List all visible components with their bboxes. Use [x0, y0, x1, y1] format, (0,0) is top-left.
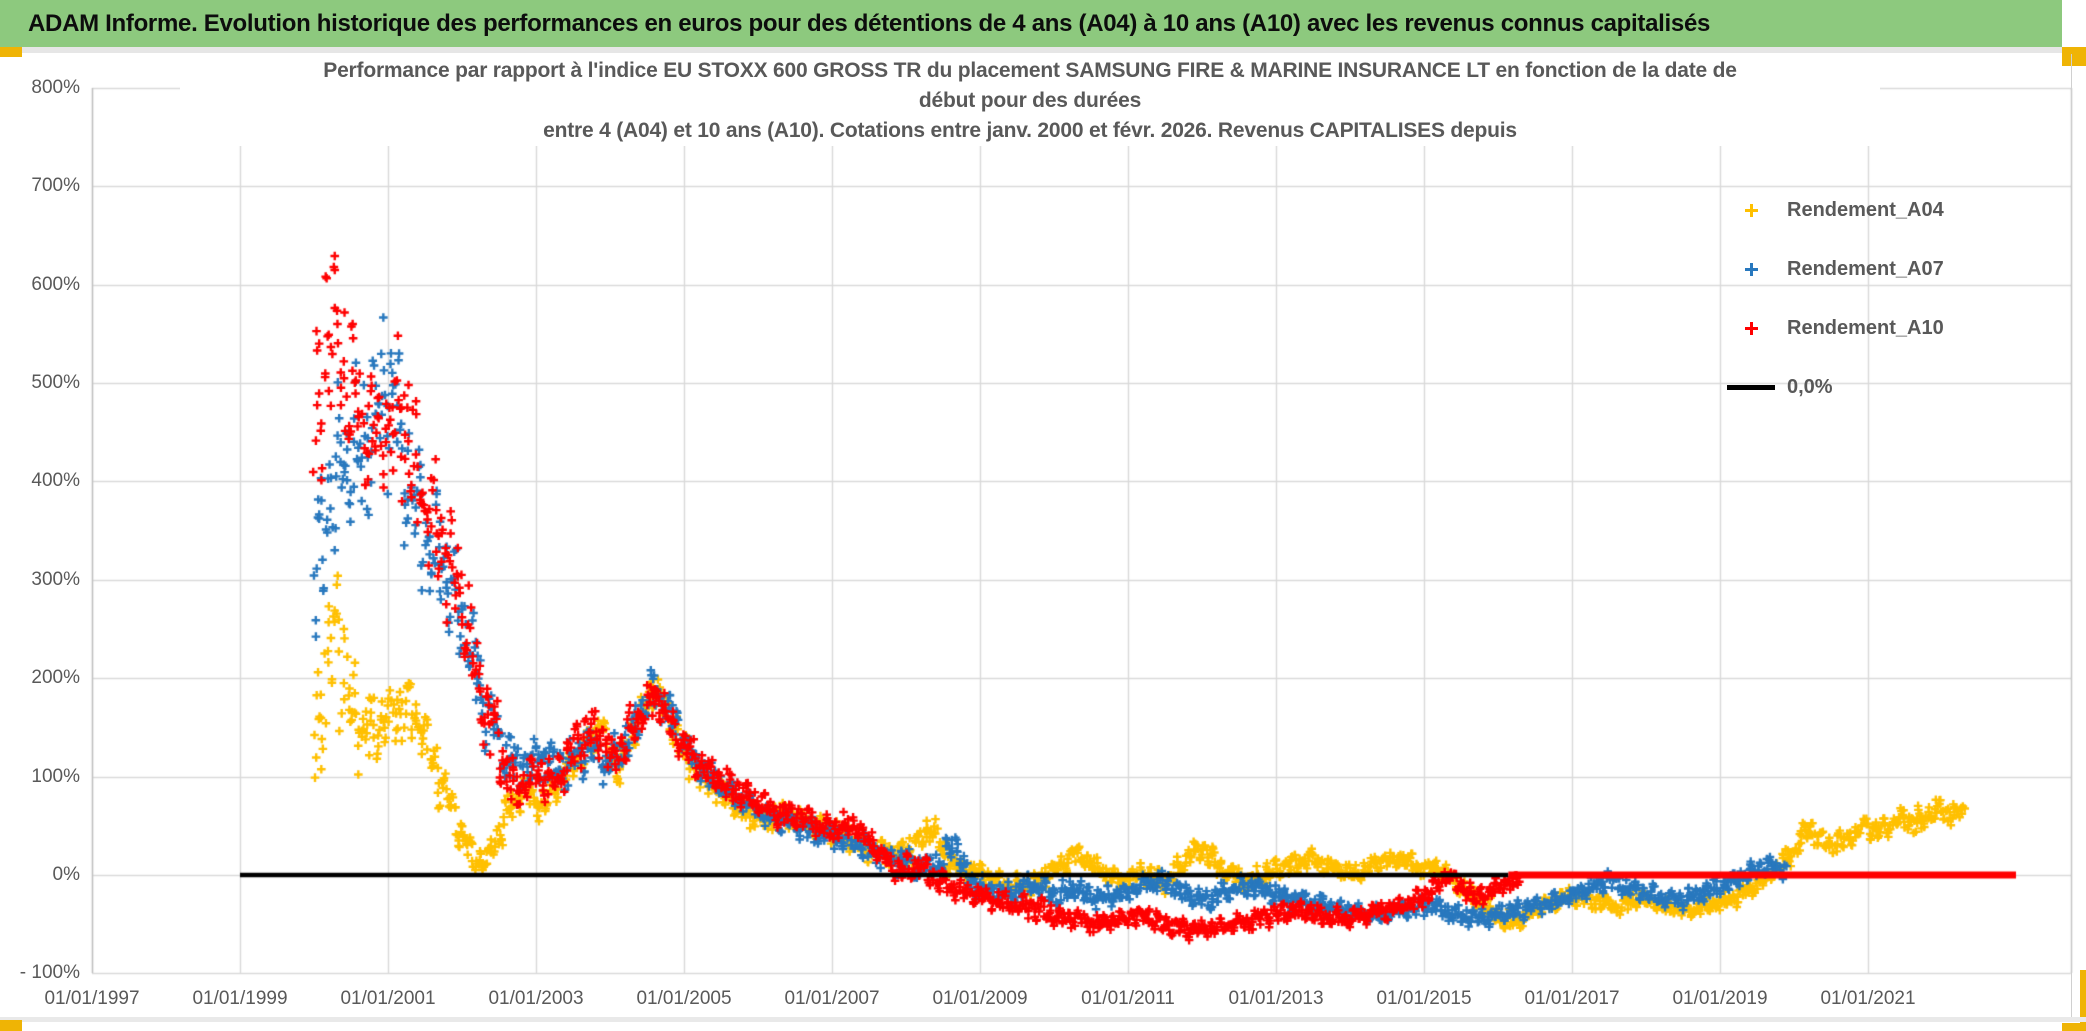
- gold-accent-right-bottom: [2080, 970, 2086, 1031]
- legend-item-rendement-a10[interactable]: Rendement_A10: [1725, 299, 1944, 358]
- y-tick-label: 200%: [31, 667, 80, 689]
- plus-marker-icon: [1744, 322, 1758, 335]
- sheet-column-separator: [2071, 54, 2072, 1017]
- page-title: ADAM Informe. Evolution historique des p…: [28, 9, 1711, 37]
- legend-item-rendement-a07[interactable]: Rendement_A07: [1725, 240, 1944, 299]
- gold-accent-top-right: [2062, 47, 2086, 66]
- chart-title-line-2: début pour des durées: [918, 89, 1142, 112]
- y-tick-label: 600%: [31, 273, 80, 295]
- x-tick-label: 01/01/2009: [932, 988, 1028, 1009]
- x-tick-label: 01/01/2015: [1376, 988, 1472, 1009]
- x-tick-label: 01/01/2021: [1820, 988, 1916, 1009]
- gold-accent-top-left: [0, 47, 22, 57]
- x-tick-label: 01/01/2019: [1672, 988, 1768, 1009]
- sheet-bottom-strip: [0, 1017, 2086, 1022]
- x-tick-label: 01/01/2017: [1524, 988, 1620, 1009]
- plus-marker-icon: [1744, 263, 1758, 276]
- gold-accent-bottom-right: [2062, 1023, 2086, 1031]
- y-tick-label: 700%: [31, 175, 80, 197]
- legend-plus-marker-icon: [1725, 322, 1777, 335]
- legend-item-rendement-a04[interactable]: Rendement_A04: [1725, 181, 1944, 240]
- y-tick-label: 800%: [31, 76, 80, 98]
- x-tick-label: 01/01/2007: [784, 988, 880, 1009]
- legend-label: Rendement_A10: [1787, 317, 1944, 339]
- x-tick-label: 01/01/2013: [1228, 988, 1324, 1009]
- legend-label: Rendement_A07: [1787, 258, 1944, 280]
- sheet-top-strip: [22, 47, 2062, 53]
- gold-accent-bottom-left: [0, 1020, 22, 1031]
- legend-plus-marker-icon: [1725, 204, 1777, 217]
- y-tick-label: 400%: [31, 470, 80, 492]
- chart-title-line-1: Performance par rapport à l'indice EU ST…: [323, 59, 1737, 82]
- x-tick-label: 01/01/1999: [192, 988, 288, 1009]
- x-tick-label: 01/01/1997: [44, 988, 140, 1009]
- legend-label: Rendement_A04: [1787, 199, 1944, 221]
- y-tick-label: 500%: [31, 372, 80, 393]
- legend-label: 0,0%: [1787, 376, 1833, 398]
- legend-line-swatch: [1725, 385, 1777, 390]
- x-tick-label: 01/01/2005: [636, 988, 732, 1009]
- y-tick-label: 300%: [31, 568, 80, 590]
- y-tick-label: 100%: [31, 765, 80, 787]
- zero-line-icon: [1727, 385, 1775, 390]
- legend-item-0-0-[interactable]: 0,0%: [1725, 358, 1944, 417]
- x-tick-label: 01/01/2001: [340, 988, 436, 1009]
- app-header-bar: ADAM Informe. Evolution historique des p…: [0, 0, 2062, 47]
- x-tick-label: 01/01/2003: [488, 988, 584, 1009]
- chart-title: Performance par rapport à l'indice EU ST…: [180, 56, 1880, 146]
- chart-legend: Rendement_A04 Rendement_A07 Rendement_A10 0…: [1725, 181, 1944, 417]
- legend-plus-marker-icon: [1725, 263, 1777, 276]
- plus-marker-icon: [1744, 204, 1758, 217]
- y-tick-label: - 100%: [19, 962, 80, 984]
- y-tick-label: 0%: [52, 864, 80, 885]
- x-tick-label: 01/01/2011: [1081, 988, 1175, 1009]
- chart-title-line-3: entre 4 (A04) et 10 ans (A10). Cotations…: [543, 119, 1517, 142]
